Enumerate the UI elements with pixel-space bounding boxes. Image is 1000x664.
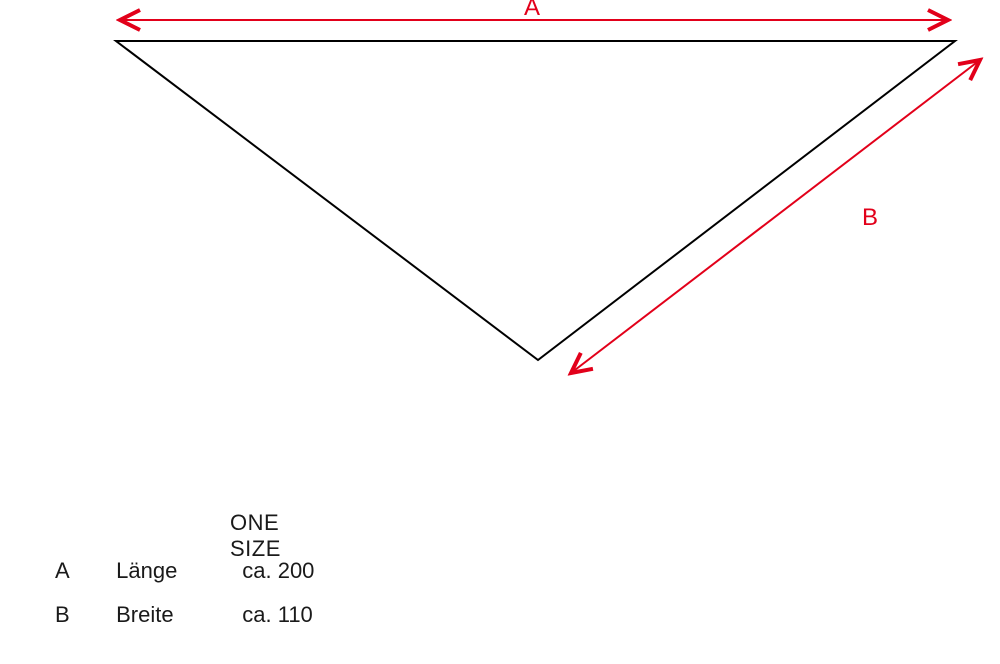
row-label: Länge [116,558,236,584]
row-key: B [55,602,110,628]
row-label: Breite [116,602,236,628]
measurement-diagram: A B ONE SIZE A Länge ca. 200 B Breite ca… [0,0,1000,664]
size-table-header: ONE SIZE [230,510,281,562]
dimension-b-label: B [862,204,878,232]
triangle-shape [116,41,955,360]
dimension-b-line [571,60,980,373]
table-row: B Breite ca. 110 [55,602,313,628]
table-row: A Länge ca. 200 [55,558,314,584]
row-key: A [55,558,110,584]
dimension-a-label: A [524,0,540,22]
diagram-svg [0,0,1000,500]
row-value: ca. 110 [242,602,313,628]
row-value: ca. 200 [242,558,314,584]
